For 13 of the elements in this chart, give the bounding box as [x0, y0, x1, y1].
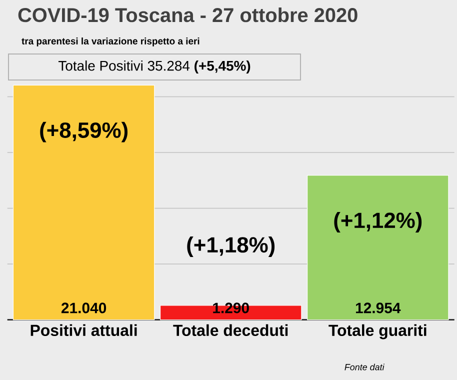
x-tick-label: Totale guariti: [328, 324, 426, 340]
text: Totale Positivi 35.284 (+5,45%): [58, 60, 250, 74]
x-tick-label: Totale deceduti: [173, 324, 288, 336]
data-label: 21.040: [61, 302, 106, 314]
annotation: (+8,59%): [40, 122, 128, 142]
annotation: (+1,18%): [187, 236, 275, 257]
data-label: 1.290: [213, 302, 249, 314]
chart-subtitle: tra parentesi la variazione rispetto a ieri: [22, 38, 200, 46]
x-tick-label: Positivi attuali: [30, 324, 137, 336]
chart-title: COVID-19 Toscana - 27 ottobre 2020: [18, 8, 358, 22]
text: Fonte dati: [344, 364, 384, 370]
data-label: 12.954: [356, 302, 401, 314]
annotation: (+1,12%): [334, 212, 422, 232]
